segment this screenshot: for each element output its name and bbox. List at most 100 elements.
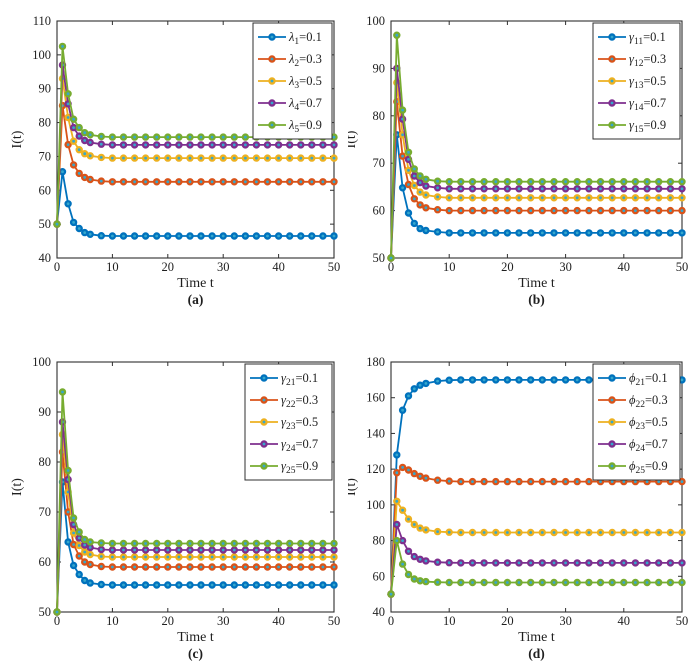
marker-gamma-21 bbox=[175, 581, 183, 589]
marker-gamma-21 bbox=[241, 581, 250, 589]
marker-phi-23 bbox=[457, 528, 465, 537]
marker-gamma-22 bbox=[319, 563, 327, 571]
plot-box-c bbox=[56, 361, 335, 613]
marker-gamma-14 bbox=[492, 185, 500, 193]
marker-phi-24 bbox=[585, 559, 593, 567]
marker-lambda-2 bbox=[164, 178, 172, 186]
marker-phi-24 bbox=[393, 520, 401, 529]
x-tick-label: 10 bbox=[106, 260, 119, 274]
marker-phi-23 bbox=[410, 520, 419, 529]
marker-gamma-21 bbox=[108, 581, 117, 589]
marker-lambda-1 bbox=[80, 228, 89, 237]
marker-lambda-4 bbox=[252, 141, 261, 149]
marker-gamma-21 bbox=[230, 581, 238, 589]
marker-gamma-12 bbox=[526, 206, 535, 215]
marker-phi-23 bbox=[678, 528, 686, 537]
marker-gamma-25 bbox=[58, 388, 67, 396]
legend-entry-label: ϕ25=0.9 bbox=[629, 459, 668, 476]
marker-lambda-1 bbox=[130, 232, 139, 240]
marker-gamma-25 bbox=[186, 539, 194, 548]
marker-gamma-12 bbox=[643, 206, 651, 215]
marker-phi-24 bbox=[596, 559, 605, 567]
marker-lambda-4 bbox=[141, 141, 150, 149]
marker-gamma-15 bbox=[445, 177, 453, 186]
y-tick-label: 100 bbox=[366, 14, 385, 28]
marker-gamma-22 bbox=[119, 563, 128, 571]
y-tick-label: 110 bbox=[33, 14, 51, 28]
marker-lambda-1 bbox=[186, 232, 194, 240]
marker-phi-25 bbox=[416, 577, 424, 585]
marker-phi-23 bbox=[655, 528, 663, 537]
x-tick-label: 0 bbox=[388, 614, 394, 628]
marker-gamma-12 bbox=[503, 206, 512, 215]
marker-lambda-3 bbox=[186, 154, 194, 162]
marker-gamma-22 bbox=[330, 563, 338, 571]
subplot-b: 0 10 20 30 40 50 50 60 70 80 90 100 I(t) Time t (b) γ11… bbox=[344, 0, 697, 330]
marker-gamma-22 bbox=[80, 558, 89, 566]
marker-lambda-4 bbox=[241, 141, 250, 149]
marker-lambda-3 bbox=[80, 149, 89, 158]
marker-lambda-5 bbox=[58, 42, 67, 51]
marker-phi-25 bbox=[393, 536, 401, 545]
marker-gamma-12 bbox=[585, 206, 593, 215]
marker-lambda-4 bbox=[330, 141, 338, 149]
marker-gamma-25 bbox=[230, 539, 238, 548]
marker-gamma-23 bbox=[297, 553, 305, 561]
marker-lambda-4 bbox=[152, 141, 161, 149]
marker-gamma-13 bbox=[422, 191, 430, 199]
marker-gamma-24 bbox=[197, 546, 205, 554]
marker-gamma-15 bbox=[608, 177, 616, 186]
marker-gamma-25 bbox=[64, 466, 72, 475]
series-gamma-21 bbox=[53, 478, 338, 616]
legend-entry-label: ϕ23=0.5 bbox=[629, 415, 668, 432]
marker-phi-24 bbox=[492, 559, 500, 567]
marker-lambda-5 bbox=[208, 133, 216, 141]
marker-phi-23 bbox=[393, 497, 401, 505]
legend-marker-sample bbox=[268, 99, 276, 107]
legend-a: λ1=0.1 λ2=0.3 λ3=0.5 λ4=0.7 λ5=0.9 bbox=[252, 22, 333, 140]
marker-gamma-24 bbox=[319, 546, 327, 554]
marker-gamma-23 bbox=[80, 548, 89, 556]
legend-marker-sample bbox=[260, 396, 268, 404]
chart-a: 0 10 20 30 40 50 40 50 60 70 80 90 100 110 I(t) Time t(… bbox=[10, 14, 340, 307]
marker-phi-22 bbox=[515, 477, 523, 486]
x-tick-label: 40 bbox=[272, 260, 285, 274]
marker-gamma-23 bbox=[197, 553, 205, 561]
marker-gamma-25 bbox=[263, 539, 272, 548]
marker-phi-22 bbox=[416, 472, 424, 480]
marker-lambda-2 bbox=[141, 178, 150, 186]
marker-phi-24 bbox=[561, 559, 570, 567]
marker-gamma-11 bbox=[538, 229, 546, 237]
marker-phi-23 bbox=[608, 528, 616, 537]
marker-phi-22 bbox=[398, 463, 407, 472]
marker-lambda-5 bbox=[241, 133, 250, 141]
marker-lambda-3 bbox=[230, 154, 238, 162]
marker-phi-24 bbox=[538, 559, 546, 567]
marker-gamma-15 bbox=[393, 31, 401, 39]
marker-gamma-21 bbox=[64, 538, 72, 546]
y-tick-label: 40 bbox=[39, 251, 52, 265]
subplot-d: 0 10 20 30 40 50 40 60 80 100 120 140 160 180 I(t) Time… bbox=[344, 330, 697, 665]
marker-phi-25 bbox=[457, 578, 465, 587]
y-tick-label: 50 bbox=[373, 251, 386, 265]
legend-entry-label: γ23=0.5 bbox=[281, 415, 318, 432]
marker-gamma-22 bbox=[208, 563, 216, 571]
subplot-caption: (d) bbox=[528, 646, 545, 661]
marker-lambda-4 bbox=[69, 123, 78, 132]
marker-gamma-24 bbox=[164, 546, 172, 554]
marker-gamma-11 bbox=[515, 229, 523, 237]
legend-marker-sample bbox=[608, 33, 616, 41]
series-phi-25 bbox=[387, 536, 686, 598]
marker-gamma-13 bbox=[404, 166, 413, 174]
legend-marker-sample bbox=[260, 374, 268, 382]
y-tick-label: 100 bbox=[32, 355, 51, 369]
legend-marker-sample bbox=[608, 99, 616, 107]
marker-lambda-5 bbox=[64, 90, 72, 98]
marker-gamma-14 bbox=[596, 185, 605, 193]
marker-gamma-24 bbox=[208, 546, 216, 554]
marker-lambda-3 bbox=[252, 154, 261, 162]
marker-phi-25 bbox=[573, 578, 581, 587]
marker-lambda-2 bbox=[219, 178, 227, 186]
x-tick-label: 10 bbox=[443, 260, 456, 274]
marker-gamma-12 bbox=[573, 206, 581, 215]
